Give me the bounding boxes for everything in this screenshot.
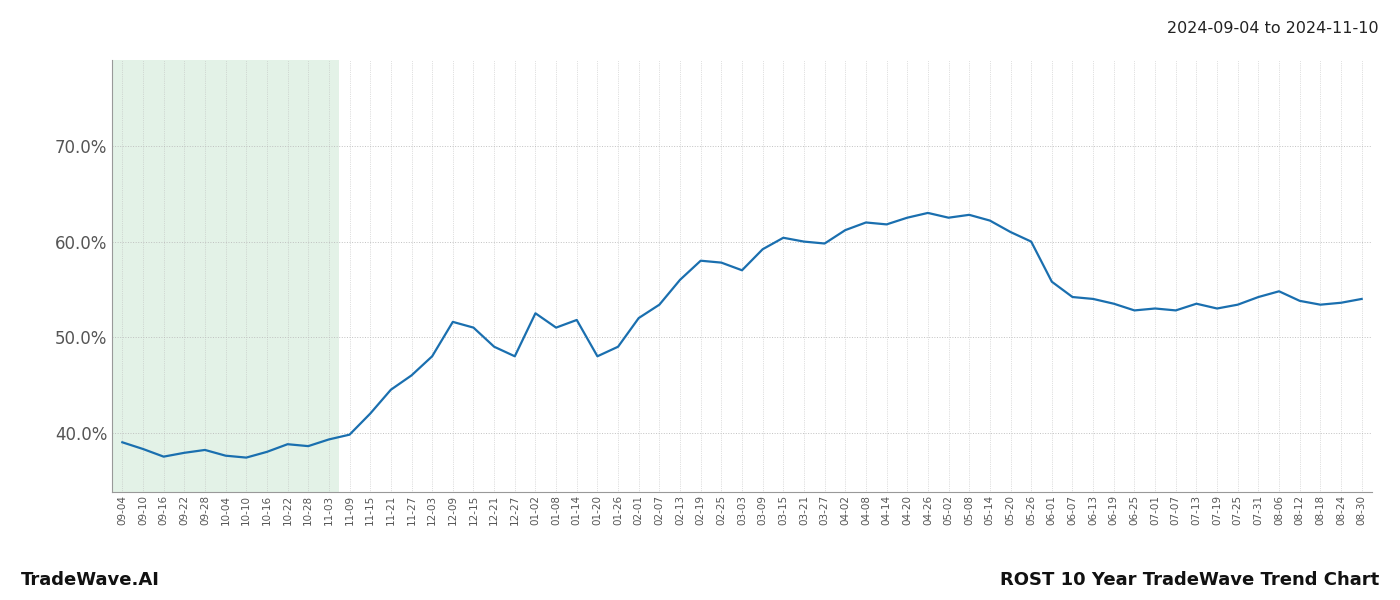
Text: 2024-09-04 to 2024-11-10: 2024-09-04 to 2024-11-10 <box>1168 21 1379 36</box>
Bar <box>112 60 339 492</box>
Text: TradeWave.AI: TradeWave.AI <box>21 571 160 589</box>
Text: ROST 10 Year TradeWave Trend Chart: ROST 10 Year TradeWave Trend Chart <box>1000 571 1379 589</box>
